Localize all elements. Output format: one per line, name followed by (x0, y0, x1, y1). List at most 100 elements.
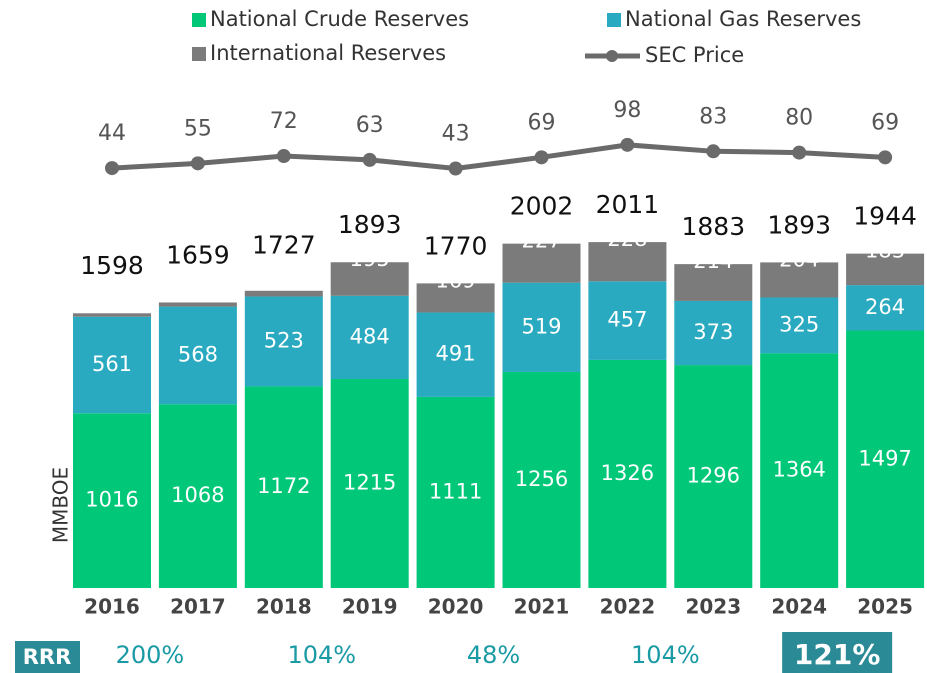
bar-segment (73, 316, 151, 414)
total-label: 1598 (80, 251, 144, 280)
y-axis-label: MMBOE (49, 467, 73, 543)
total-label: 1944 (853, 202, 917, 231)
bar-segment (158, 302, 237, 307)
price-label: 63 (356, 113, 384, 138)
bar-segment (73, 313, 151, 317)
x-tick-label: 2023 (685, 595, 741, 619)
data-label: 227 (521, 229, 561, 253)
data-label: 183 (865, 239, 905, 263)
bar-segment (330, 379, 409, 588)
data-label: 214 (693, 249, 733, 273)
legend-label: National Crude Reserves (210, 7, 469, 31)
x-tick-label: 2025 (857, 595, 913, 619)
bar-segment (846, 330, 925, 588)
total-label: 1659 (166, 241, 230, 270)
price-point (276, 149, 291, 164)
data-label: 169 (436, 268, 476, 292)
price-point (362, 152, 377, 167)
x-tick-label: 2020 (428, 595, 484, 619)
price-point (792, 145, 807, 160)
data-label: 519 (521, 314, 561, 338)
bar-segment (330, 262, 409, 296)
data-label: 325 (779, 312, 819, 336)
x-tick-label: 2018 (256, 595, 312, 619)
x-tick-label: 2021 (514, 595, 570, 619)
data-label: 568 (178, 342, 218, 366)
price-label: 83 (699, 104, 727, 129)
total-label: 1770 (424, 231, 488, 260)
data-label: 1256 (515, 467, 568, 491)
bar-segment (158, 306, 237, 405)
bar-segment (244, 290, 323, 297)
legend-label: SEC Price (645, 43, 744, 67)
rrr-value: 121% (794, 638, 881, 671)
rrr-value: 104% (287, 641, 356, 669)
bar-segment (674, 365, 753, 588)
price-label: 43 (442, 122, 470, 147)
data-label: 24 (185, 278, 212, 302)
total-label: 1727 (252, 230, 316, 259)
data-label: 1172 (257, 474, 310, 498)
data-label: 1111 (429, 479, 482, 503)
price-point (878, 150, 893, 165)
bar-segment (416, 283, 495, 313)
bar-segment (588, 281, 667, 360)
data-label: 1016 (85, 488, 138, 512)
bar-segment (674, 300, 753, 366)
bar-segment (674, 264, 753, 301)
legend-label: National Gas Reserves (625, 7, 861, 31)
data-label: 1497 (858, 446, 911, 470)
price-point (534, 150, 549, 165)
bar-segment (588, 359, 667, 588)
data-label: 457 (607, 308, 647, 332)
bar-segment (416, 312, 495, 397)
x-tick-label: 2016 (84, 595, 140, 619)
total-label: 2011 (596, 190, 660, 219)
data-label: 1296 (687, 464, 740, 488)
data-label: 491 (436, 342, 476, 366)
price-label: 72 (270, 109, 298, 134)
price-point (190, 156, 205, 171)
rrr-value: 48% (467, 641, 520, 669)
data-label: 373 (693, 320, 733, 344)
bar-segment (846, 253, 925, 286)
total-label: 1893 (338, 210, 402, 239)
x-tick-label: 2017 (170, 595, 226, 619)
rrr-value: 200% (116, 641, 185, 669)
total-label: 2002 (510, 192, 574, 221)
data-label: 523 (264, 328, 304, 352)
bar-segment (416, 396, 495, 588)
bar-segment (846, 285, 925, 331)
bar-segment (244, 296, 323, 387)
data-label: 561 (92, 352, 132, 376)
bar-segment (588, 242, 667, 282)
price-label: 69 (871, 110, 899, 135)
bar-segment (330, 295, 409, 380)
price-point (620, 137, 635, 152)
price-label: 98 (613, 98, 641, 123)
data-label: 1326 (601, 461, 654, 485)
bar-segment (760, 353, 839, 588)
data-label: 204 (779, 247, 819, 271)
x-tick-label: 2019 (342, 595, 398, 619)
bar-segment (502, 282, 581, 372)
rrr-badge (15, 641, 80, 673)
legend-swatch (607, 13, 621, 27)
legend-swatch (192, 47, 206, 61)
data-label: 33 (270, 267, 297, 291)
data-label: 484 (350, 324, 390, 348)
price-point (105, 161, 119, 176)
price-line (111, 142, 886, 172)
bar-segment (502, 243, 581, 283)
rrr-highlight (782, 632, 893, 673)
legend-swatch (192, 13, 206, 27)
total-label: 1883 (681, 212, 745, 241)
price-label: 69 (528, 110, 556, 135)
bar-segment (244, 386, 323, 588)
total-label: 1893 (767, 210, 831, 239)
price-label: 55 (184, 116, 212, 141)
data-label: 195 (350, 247, 390, 271)
data-label: 1215 (343, 471, 396, 495)
price-point (706, 144, 721, 159)
